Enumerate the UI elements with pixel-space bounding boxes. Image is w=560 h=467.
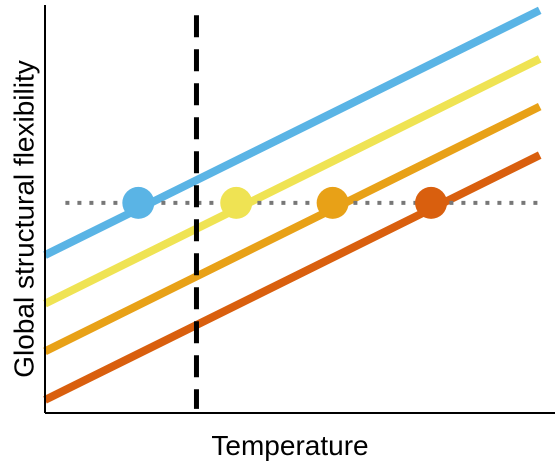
x-axis-title: Temperature — [211, 430, 368, 461]
series-line-3 — [43, 103, 542, 355]
intersection-point-1 — [122, 186, 155, 219]
series-line-2 — [43, 55, 542, 308]
intersection-point-4 — [415, 186, 448, 219]
intersection-point-2 — [220, 186, 253, 219]
series-line-4 — [43, 151, 542, 404]
plot-area — [43, 6, 545, 409]
y-axis-title: Global structural flexibility — [9, 60, 40, 377]
intersection-point-3 — [316, 186, 349, 219]
series-line-1 — [43, 6, 542, 259]
